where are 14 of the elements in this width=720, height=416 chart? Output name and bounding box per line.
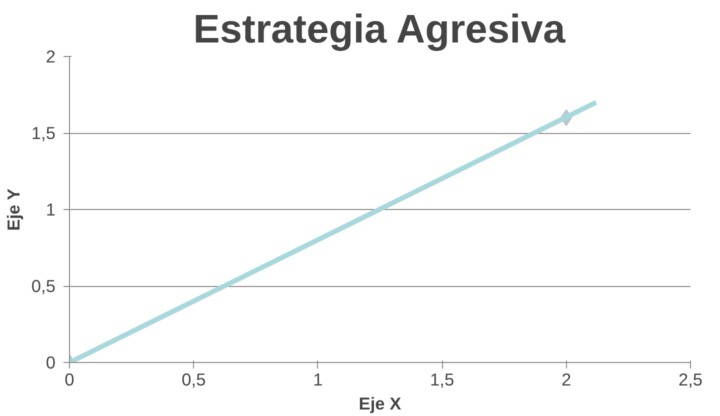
y-tick-label: 0,5	[31, 276, 56, 296]
y-tick-label: 1	[46, 200, 56, 220]
x-tick-label: 1,5	[430, 370, 454, 390]
y-tick-label: 0	[46, 352, 56, 372]
x-tick-label: 2,5	[678, 370, 703, 390]
x-axis-title: Eje X	[358, 394, 402, 414]
y-tick-label: 1,5	[31, 123, 56, 143]
x-tick-label: 0	[64, 370, 74, 390]
chart-title: Estrategia Agresiva	[193, 8, 566, 52]
y-axis-title: Eje Y	[3, 188, 24, 231]
x-tick-label: 2	[561, 370, 572, 390]
x-tick-label: 0,5	[182, 370, 206, 390]
x-tick-label: 1	[313, 370, 323, 390]
y-tick-label: 2	[46, 46, 56, 66]
